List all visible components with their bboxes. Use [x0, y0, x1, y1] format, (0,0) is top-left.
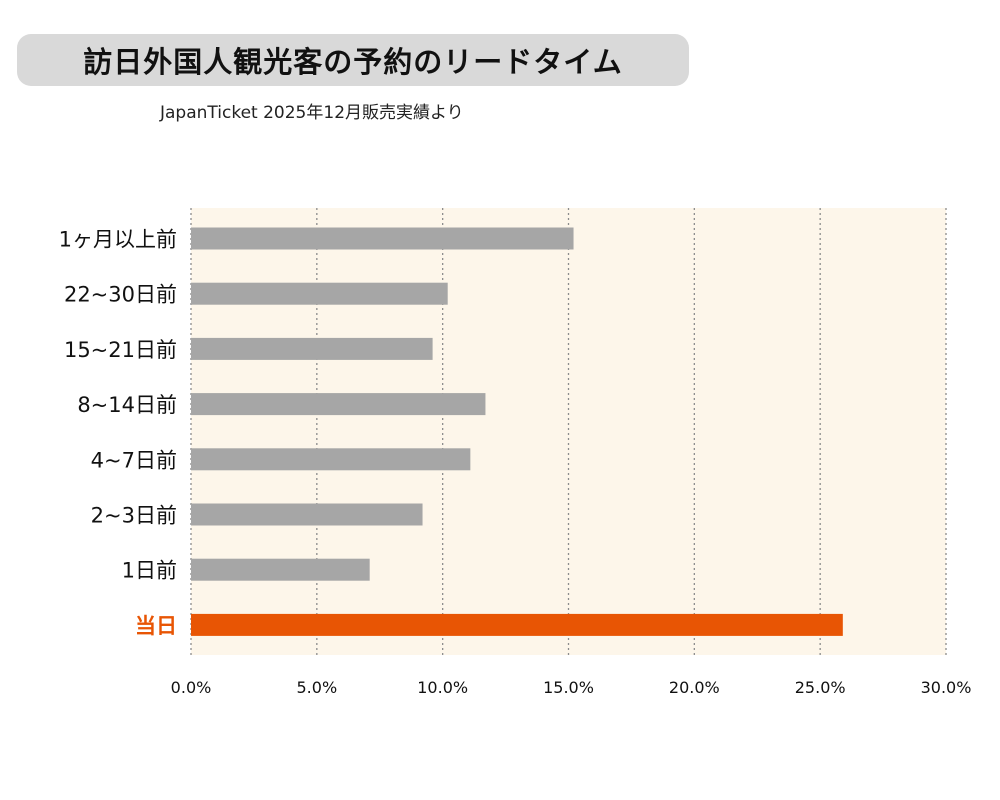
chart-title: 訪日外国人観光客の予約のリードタイム — [83, 45, 623, 79]
category-label: 当日 — [135, 614, 177, 638]
x-tick-label: 5.0% — [297, 678, 338, 697]
bar — [191, 558, 370, 581]
title-box: 訪日外国人観光客の予約のリードタイム — [17, 34, 689, 86]
bar — [191, 503, 423, 526]
category-label: 22~30日前 — [64, 283, 177, 307]
category-label: 1ヶ月以上前 — [59, 228, 177, 252]
bar — [191, 282, 448, 305]
bar — [191, 448, 471, 471]
category-label: 8~14日前 — [77, 393, 177, 417]
x-tick-label: 15.0% — [543, 678, 594, 697]
bar — [191, 393, 486, 416]
plot-area — [191, 208, 946, 655]
x-tick-label: 10.0% — [417, 678, 468, 697]
category-label: 2~3日前 — [91, 504, 177, 528]
chart-subtitle: JapanTicket 2025年12月販売実績より — [160, 103, 464, 123]
category-label: 1日前 — [122, 559, 177, 583]
category-label: 4~7日前 — [91, 448, 177, 472]
bar — [191, 227, 574, 250]
category-label: 15~21日前 — [64, 338, 177, 362]
bar — [191, 337, 433, 360]
bar — [191, 613, 843, 636]
x-tick-label: 30.0% — [921, 678, 972, 697]
x-tick-label: 0.0% — [171, 678, 212, 697]
x-tick-label: 20.0% — [669, 678, 720, 697]
x-tick-label: 25.0% — [795, 678, 846, 697]
